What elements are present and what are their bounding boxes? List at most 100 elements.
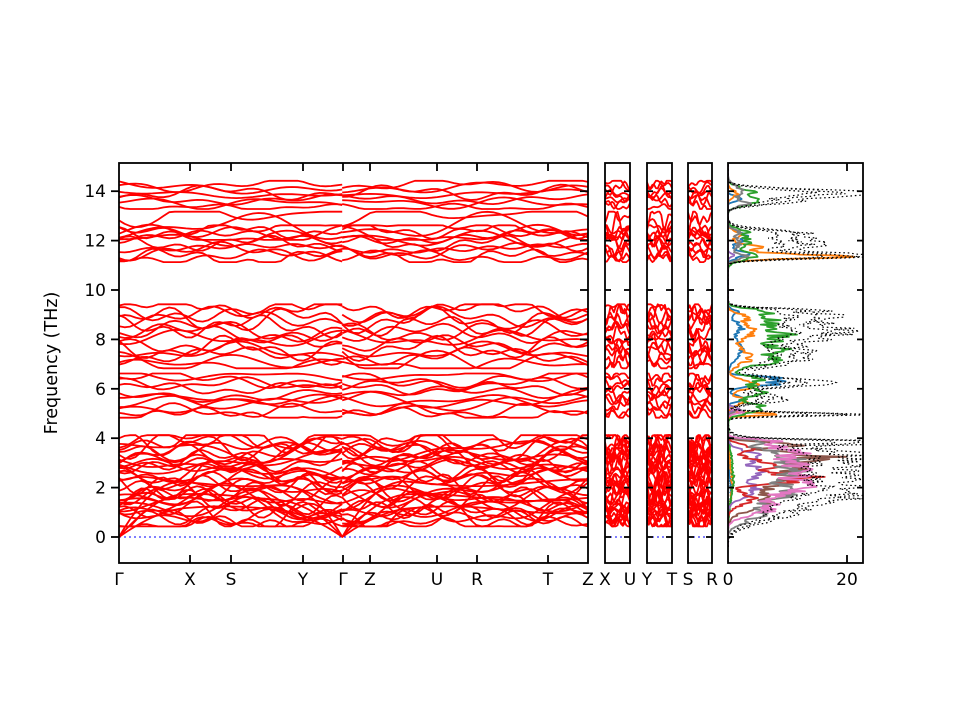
band-line — [605, 394, 630, 418]
band-line — [605, 434, 630, 451]
acoustic-band-line — [119, 493, 588, 538]
band-line — [119, 402, 343, 418]
band-line — [605, 467, 630, 488]
dos-curve-pdos-green — [728, 163, 798, 547]
band-line — [647, 250, 672, 264]
kpoint-label-main-9: Z — [582, 570, 594, 590]
band-line — [647, 218, 672, 238]
band-line — [119, 470, 343, 502]
phonon-bands — [119, 179, 712, 538]
band-line — [342, 249, 588, 264]
band-line — [342, 434, 588, 454]
dos-curve-total-dotted-1 — [728, 163, 863, 547]
band-line — [341, 303, 588, 324]
band-line — [647, 179, 672, 190]
band-line — [341, 372, 588, 383]
band-line — [342, 329, 588, 346]
band-line — [605, 434, 630, 447]
band-line — [119, 393, 343, 414]
band-line — [119, 467, 343, 483]
band-line — [688, 189, 712, 206]
band-line — [119, 389, 343, 403]
band-line — [119, 314, 343, 339]
band-line — [119, 303, 343, 319]
band-line — [119, 459, 343, 496]
band-line — [341, 340, 588, 358]
band-line — [688, 362, 712, 370]
band-line — [119, 434, 343, 454]
band-line — [605, 210, 630, 224]
band-line — [647, 382, 672, 398]
band-line — [647, 408, 672, 419]
band-line — [119, 323, 343, 343]
band-line — [688, 181, 712, 194]
band-line — [605, 227, 630, 241]
SR-panel-frame — [687, 162, 713, 564]
band-line — [647, 378, 672, 396]
band-line — [341, 224, 588, 240]
band-line — [341, 305, 588, 328]
band-line — [341, 376, 588, 391]
band-line — [605, 200, 630, 210]
band-line — [342, 183, 588, 201]
band-line — [342, 388, 588, 409]
band-line — [688, 434, 712, 451]
band-line — [688, 507, 712, 518]
band-line — [647, 332, 672, 355]
band-line — [647, 491, 672, 510]
dos-panel-frame — [727, 162, 864, 564]
band-line — [119, 212, 343, 240]
band-line — [647, 327, 672, 341]
band-line — [119, 372, 343, 382]
band-line — [341, 394, 588, 408]
band-line — [688, 304, 712, 326]
band-line — [341, 229, 588, 245]
dos-curves — [728, 163, 863, 547]
kpoint-label-main-1: X — [184, 570, 196, 590]
band-line — [342, 196, 588, 210]
band-line — [647, 224, 672, 240]
band-line — [605, 196, 630, 204]
band-line — [688, 403, 712, 419]
band-line — [119, 358, 343, 370]
kpoint-label-main-4: Γ — [338, 570, 348, 590]
band-line — [342, 179, 588, 193]
acoustic-band-line — [119, 478, 588, 538]
band-line — [647, 317, 672, 335]
band-line — [688, 340, 712, 357]
band-line — [688, 303, 712, 315]
band-line — [341, 224, 588, 238]
band-line — [119, 449, 343, 473]
bands-XU — [605, 179, 630, 528]
y-tick-label: 0 — [95, 528, 106, 548]
band-line — [119, 406, 343, 419]
kpoint-label-main-3: Y — [297, 570, 309, 590]
band-line — [647, 454, 672, 472]
band-line — [119, 351, 343, 370]
band-line — [647, 203, 672, 210]
band-line — [119, 457, 343, 472]
band-line — [605, 179, 630, 191]
band-line — [605, 312, 630, 336]
band-line — [605, 313, 630, 330]
band-line — [605, 303, 630, 312]
band-line — [605, 378, 630, 390]
band-line — [605, 338, 630, 357]
band-line — [605, 180, 630, 196]
band-line — [342, 434, 588, 455]
y-tick-label: 2 — [95, 479, 106, 499]
band-line — [342, 193, 588, 206]
band-line — [688, 373, 712, 392]
band-line — [119, 224, 343, 239]
band-line — [119, 468, 343, 493]
kpoint-label-main-5: Z — [364, 570, 376, 590]
band-line — [119, 372, 343, 390]
band-line — [119, 210, 343, 229]
band-line — [647, 502, 672, 512]
band-line — [688, 512, 712, 523]
acoustic-band-line — [119, 505, 588, 538]
band-line — [647, 210, 672, 231]
band-line — [647, 434, 672, 453]
